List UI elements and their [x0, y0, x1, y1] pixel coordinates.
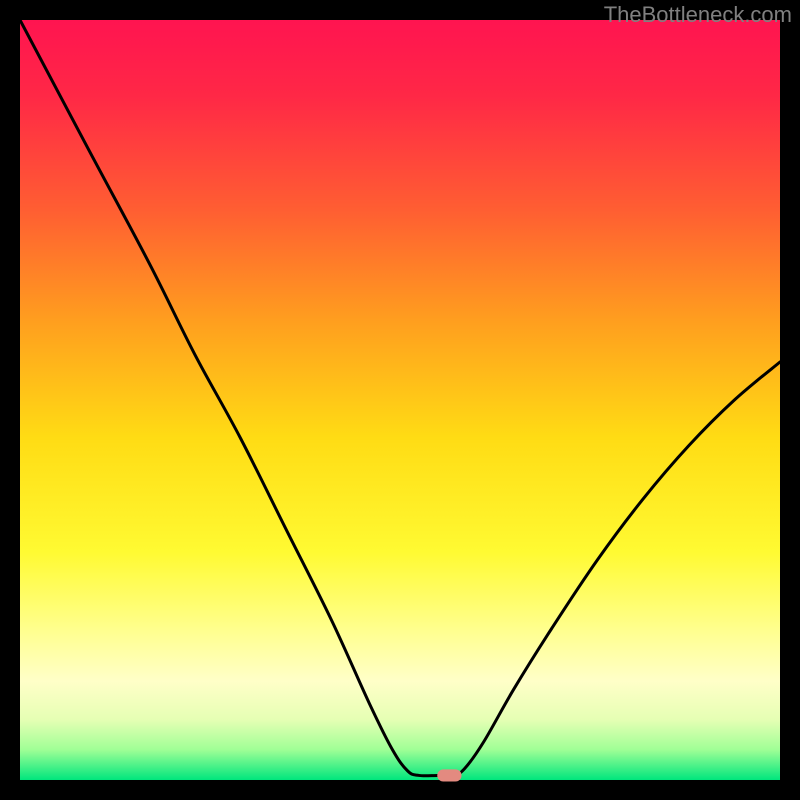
min-marker	[437, 769, 461, 781]
plot-background	[20, 20, 780, 780]
chart-svg	[0, 0, 800, 800]
bottleneck-chart: TheBottleneck.com	[0, 0, 800, 800]
watermark-text: TheBottleneck.com	[604, 2, 792, 28]
